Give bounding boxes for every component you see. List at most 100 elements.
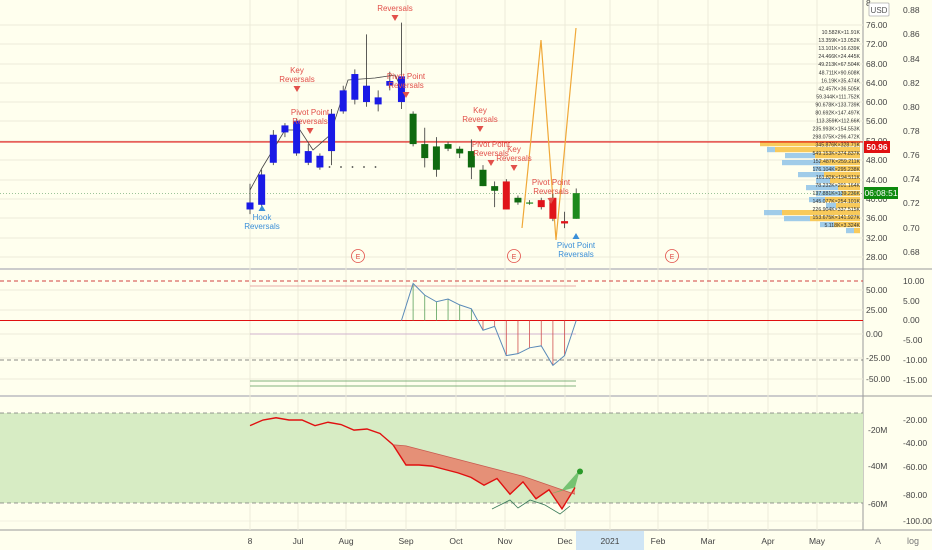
signal-arrow-down xyxy=(306,128,314,134)
volume-profile-label: 13.359K×13.052K xyxy=(818,38,860,44)
volume-profile-bar-up xyxy=(834,222,860,228)
candle-body xyxy=(328,113,336,152)
candle-body xyxy=(351,74,359,100)
signal-label: Key xyxy=(290,66,304,75)
volume-profile-bar-down xyxy=(809,197,825,203)
earnings-marker-label: E xyxy=(512,254,517,261)
candle-body xyxy=(269,134,277,163)
volume-profile-label: 48.711K×90.608K xyxy=(819,70,861,76)
volume-profile-bar-down xyxy=(782,160,820,166)
earnings-marker-label: E xyxy=(356,254,361,261)
time-axis-label: Aug xyxy=(338,536,353,546)
signal-arrow-down xyxy=(510,165,518,171)
volume-profile-label: 78.232K×201.164K xyxy=(815,183,860,189)
price-tick-label: 44.00 xyxy=(866,175,888,185)
earnings-marker xyxy=(665,249,679,263)
ratio-tick-label: 0.78 xyxy=(903,126,920,136)
scale-auto-button[interactable]: A xyxy=(875,536,881,546)
currency-box[interactable] xyxy=(868,2,890,17)
time-axis-highlight xyxy=(576,531,644,550)
volume-profile-label: 152.487K×259.211K xyxy=(813,159,861,165)
volume-profile-label: 161.82K×194.511K xyxy=(816,175,861,181)
volume-profile-label: 145.077K×254.101K xyxy=(813,199,861,205)
price-tick-label: 28.00 xyxy=(866,252,888,262)
time-axis-label: Feb xyxy=(651,536,666,546)
signal-dot xyxy=(374,166,377,168)
flow-end-dot xyxy=(577,468,583,475)
volume-profile-label: 137.881K×139.236K xyxy=(813,191,861,197)
ratio-tick-label: 0.86 xyxy=(903,29,920,39)
ratio-tick-label: 0.76 xyxy=(903,150,920,160)
candle-body xyxy=(537,200,545,208)
earnings-marker xyxy=(351,249,365,263)
price-tick-label: 60.00 xyxy=(866,97,888,107)
flow-left-tick: -20M xyxy=(868,425,887,435)
volume-profile-label: 80.692K×147.497K xyxy=(815,111,860,117)
candle-body xyxy=(246,202,254,210)
ratio-tick-label: 0.84 xyxy=(903,54,920,64)
volume-profile-bar-down xyxy=(826,203,836,209)
volume-profile-bar-up xyxy=(820,160,860,166)
volume-profile-label: 5.118K×3.324K xyxy=(824,223,860,229)
currency-label[interactable]: USD xyxy=(871,6,888,15)
scale-log-button[interactable]: log xyxy=(907,536,919,546)
signal-label: Pivot Point xyxy=(472,140,511,149)
candle-body xyxy=(467,151,475,168)
signal-arrow-down xyxy=(391,15,399,21)
time-axis-label: Oct xyxy=(449,536,463,546)
volume-profile-label: 298.075K×296.472K xyxy=(813,135,861,141)
volume-profile-label: 16.19K×35.474K xyxy=(821,78,860,84)
ratio-tick-label: 0.74 xyxy=(903,174,920,184)
osc-right-tick: -15.00 xyxy=(903,375,927,385)
time-axis-label: Nov xyxy=(497,536,513,546)
volume-profile-bar-up xyxy=(825,197,860,203)
flow-signal-line xyxy=(392,444,576,495)
candle-body xyxy=(386,81,394,86)
price-tick-label: 68.00 xyxy=(866,59,888,69)
volume-profile-bar-down xyxy=(813,166,835,172)
volume-profile-label: 49.213K×67.504K xyxy=(818,62,860,68)
candle-body xyxy=(409,113,417,145)
oscillator-pane-bg xyxy=(0,270,863,395)
candle-body xyxy=(514,197,522,203)
flow-left-tick: -60M xyxy=(868,499,887,509)
time-axis-label: Apr xyxy=(761,536,774,546)
volume-profile-bar-down xyxy=(806,185,838,191)
osc-right-tick: -5.00 xyxy=(903,335,923,345)
ratio-tick-label: 0.82 xyxy=(903,78,920,88)
oscillator-pane xyxy=(0,280,863,387)
signal-arrow-down xyxy=(547,198,555,204)
osc-left-tick: 50.00 xyxy=(866,285,888,295)
flow-right-tick: -40.00 xyxy=(903,438,927,448)
candle-body xyxy=(549,197,557,219)
signal-dot xyxy=(328,166,331,168)
signal-label: Reversals xyxy=(292,117,328,126)
price-tick-label: 8 xyxy=(866,0,871,8)
volume-profile-bar-up xyxy=(838,185,860,191)
ratio-tick-label: 0.68 xyxy=(903,247,920,257)
candle-body xyxy=(304,151,312,163)
signal-label: Pivot Point xyxy=(557,241,596,250)
countdown-badge xyxy=(864,187,898,199)
osc-right-tick: 10.00 xyxy=(903,276,925,286)
volume-profile-bar-down xyxy=(816,178,830,184)
volume-profile-bar-up xyxy=(815,153,860,159)
candle-body xyxy=(502,181,510,210)
volume-profile-label: 153.675K×141.927K xyxy=(813,215,861,221)
signal-label: Pivot Point xyxy=(532,178,571,187)
signal-arrow-up xyxy=(572,233,580,239)
candle-body xyxy=(258,174,266,205)
time-axis-label: Dec xyxy=(557,536,573,546)
volume-profile-label: 13.101K×16.639K xyxy=(818,46,860,52)
candle-body xyxy=(293,120,301,154)
candle-body xyxy=(363,85,370,103)
earnings-marker-label: E xyxy=(670,254,675,261)
volume-profile-label: 345.876K×328.71K xyxy=(815,143,860,149)
candle-body xyxy=(374,97,382,105)
time-axis-label: 2021 xyxy=(601,536,620,546)
candle-body xyxy=(316,155,324,168)
price-pane-bg xyxy=(0,0,863,268)
volume-profile-bar-up xyxy=(810,216,860,222)
time-axis-label: 8 xyxy=(248,536,253,546)
